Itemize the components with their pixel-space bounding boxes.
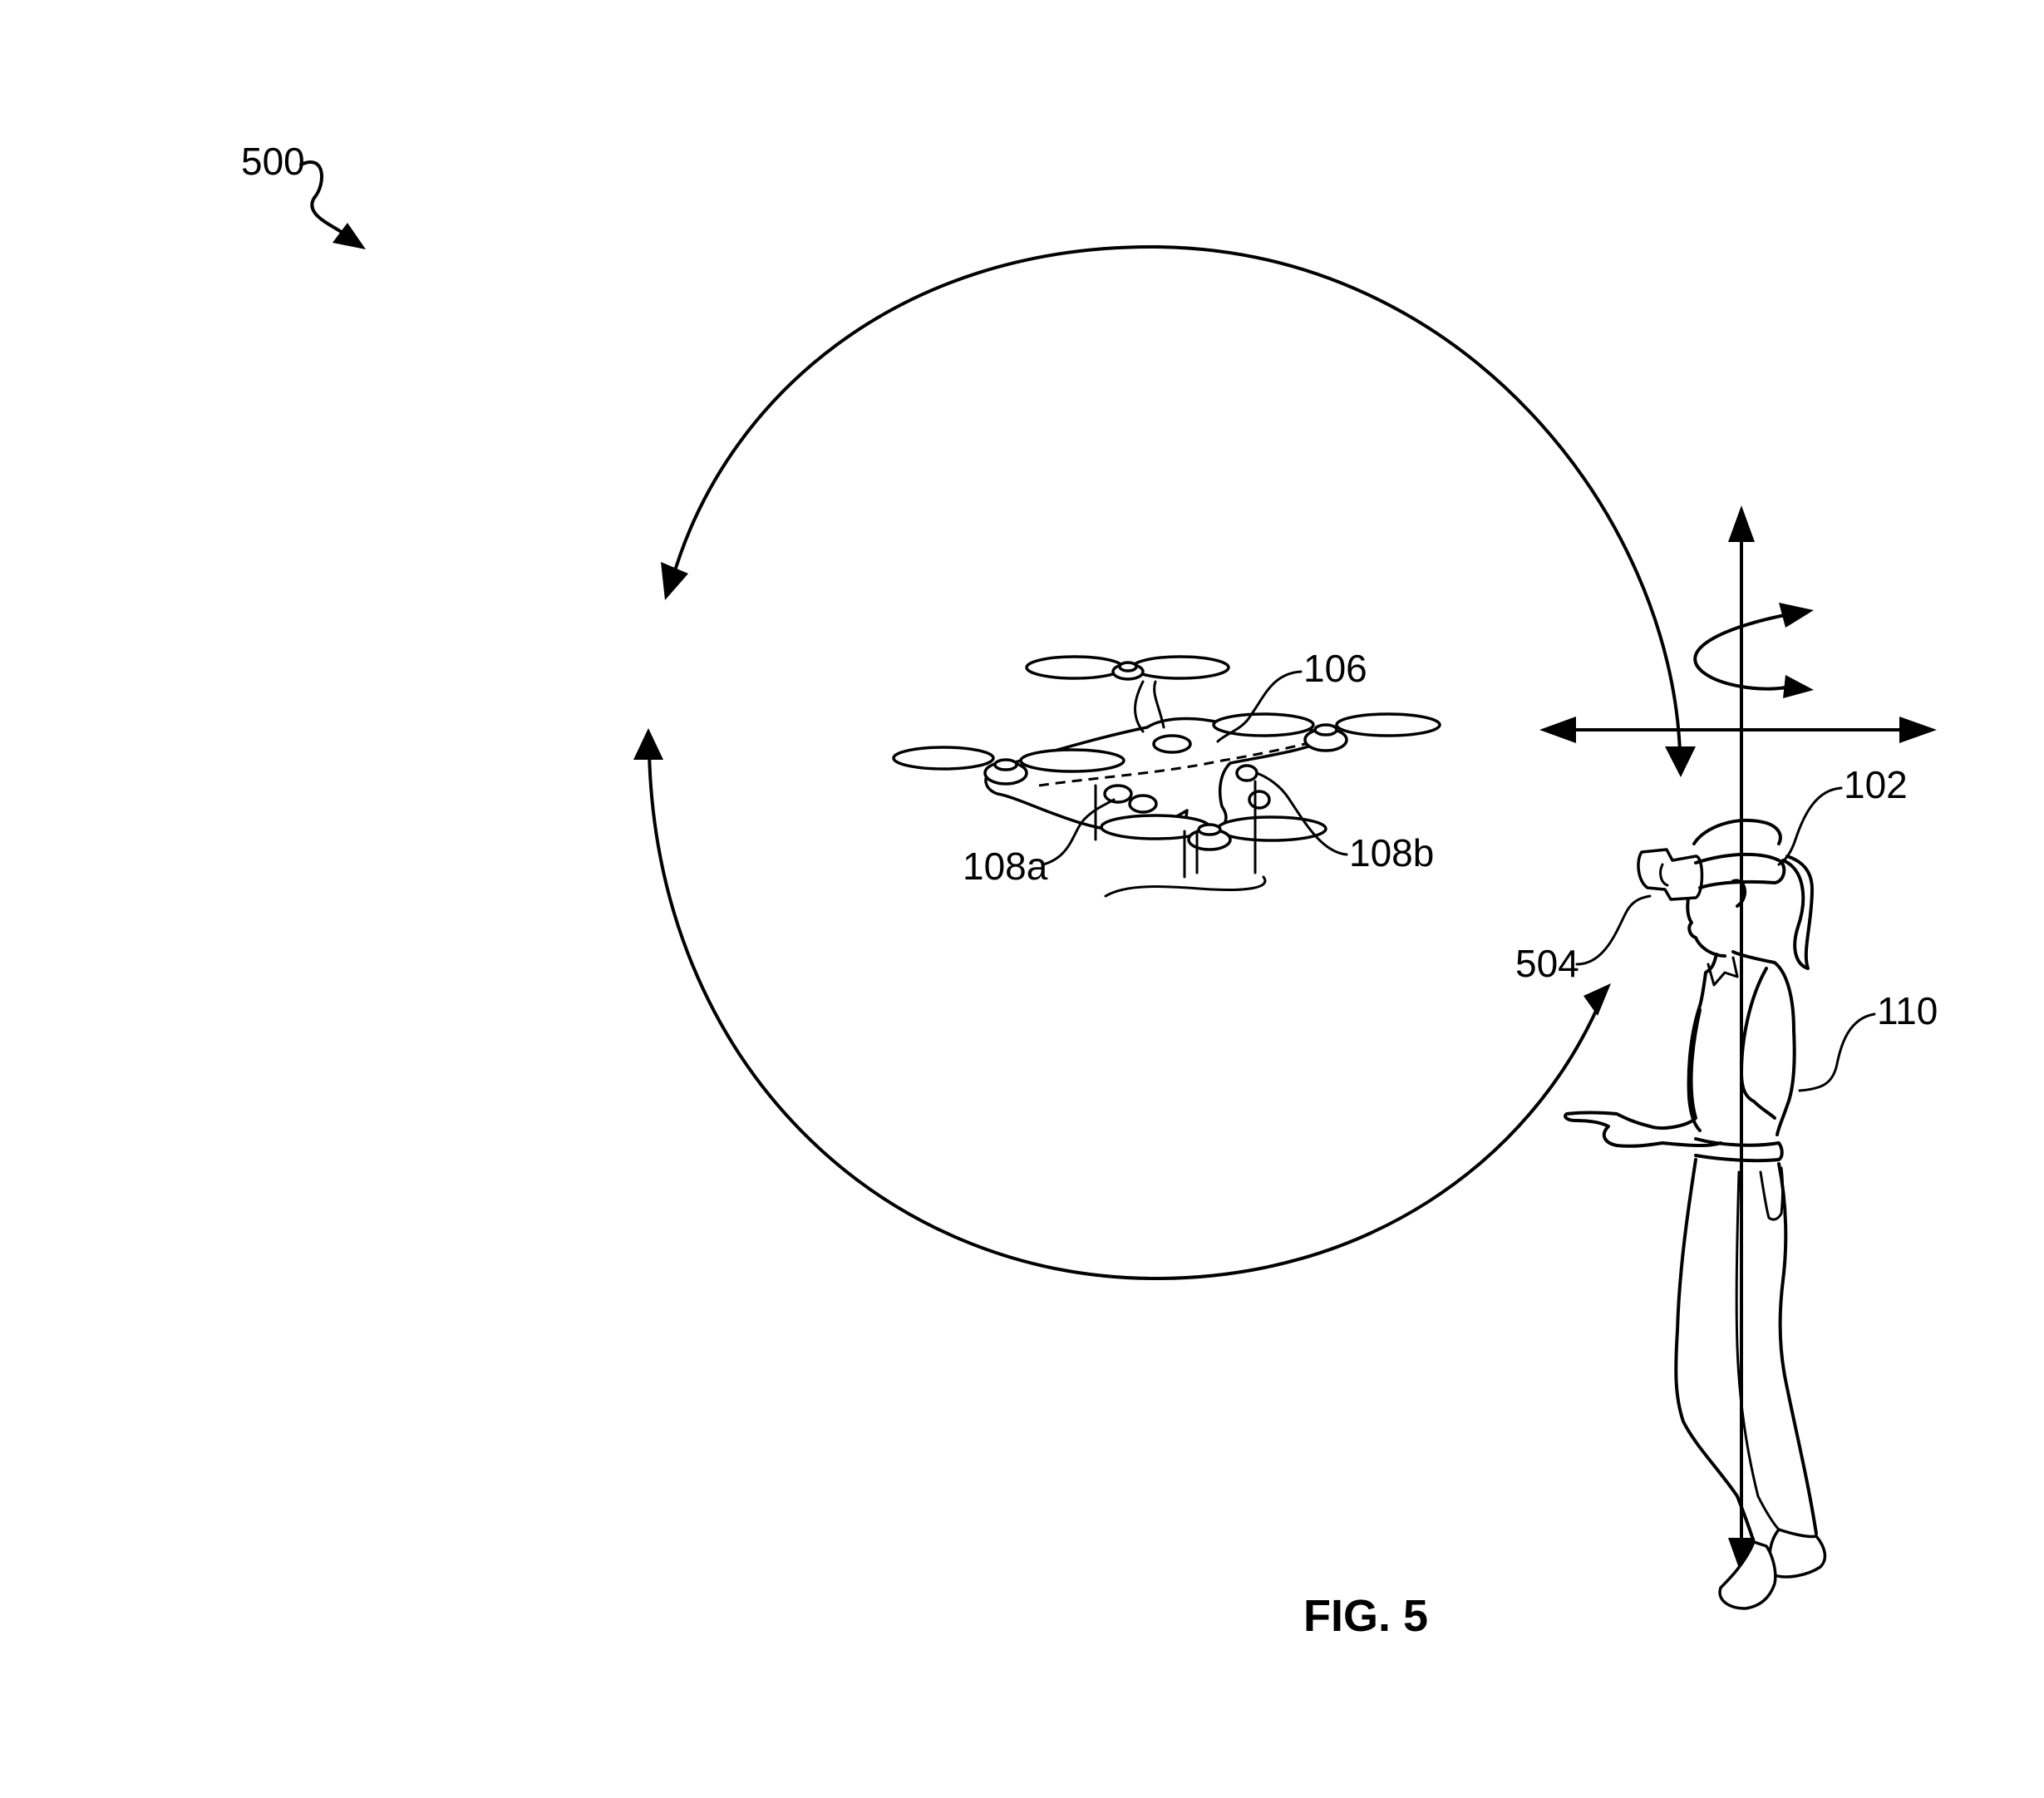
figure-caption: FIG. 5 (1303, 1591, 1428, 1641)
user-leader (1800, 1014, 1874, 1091)
sensor-b-leader (1257, 773, 1347, 855)
rotation-arrowhead-bottom (1783, 675, 1814, 698)
drone-dome (1154, 736, 1190, 752)
user-shoe-front (1720, 1542, 1776, 1608)
rotation-arrow (1695, 613, 1794, 689)
horizontal-axis-arrowhead-right (1899, 717, 1937, 743)
user-label: 110 (1877, 989, 1938, 1032)
gesture-leader (1577, 896, 1650, 964)
rotation-arrowhead-top (1779, 603, 1814, 628)
orbit-arrowhead-lower-left (633, 728, 663, 760)
headset-label: 102 (1844, 763, 1908, 806)
user-figure (1565, 820, 1825, 1608)
motion-axes (1539, 505, 1937, 1575)
sensor-b-label: 108b (1349, 831, 1434, 874)
sensor-a-label: 108a (963, 845, 1048, 888)
user-arm-back (1741, 968, 1775, 1118)
gesture-label: 504 (1515, 942, 1579, 985)
drone-label: 106 (1303, 647, 1367, 690)
headset-visor (1638, 850, 1702, 899)
user-shoe-back (1770, 1530, 1825, 1577)
vertical-axis-arrowhead-top (1728, 505, 1755, 542)
propeller-back (1027, 657, 1229, 679)
figure-number-arrowhead (332, 223, 366, 249)
figure-number-callout: 500 (241, 140, 366, 249)
horizontal-axis-arrowhead-left (1539, 717, 1576, 743)
figure-number-label: 500 (241, 140, 305, 183)
headset-leader (1779, 788, 1841, 865)
orbit-arrowhead-lower-right (1583, 983, 1611, 1016)
orbit-arrowhead-upper-right (1665, 746, 1696, 777)
figure-number-leader (301, 162, 349, 239)
user-collar (1708, 958, 1737, 985)
user-belt (1696, 1139, 1782, 1160)
user-leg-back (1779, 1164, 1816, 1534)
user-pocket (1761, 1168, 1783, 1219)
